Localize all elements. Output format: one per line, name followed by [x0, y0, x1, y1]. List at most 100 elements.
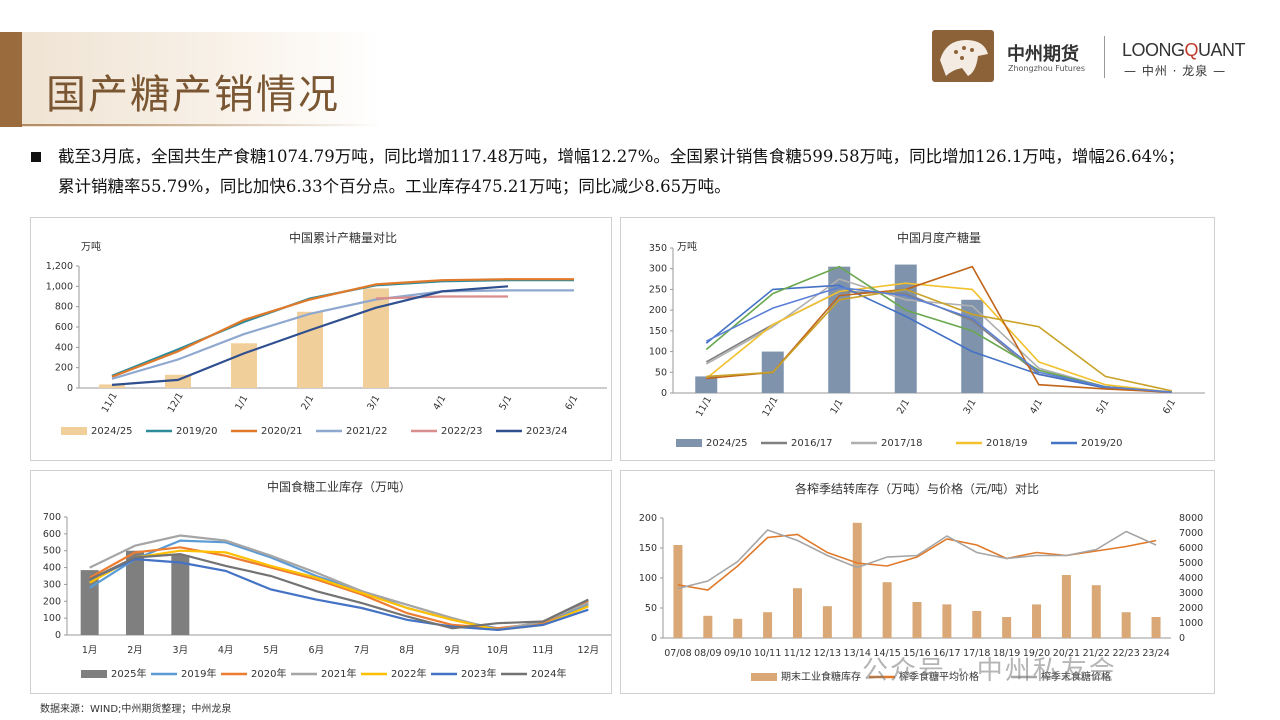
bar-期末工业食糖库存 — [1091, 585, 1101, 638]
series-line-2020年 — [89, 546, 589, 630]
x-tick-label: 23/24 — [1142, 648, 1169, 659]
bar-2025年 — [126, 550, 144, 635]
x-tick-label: 9月 — [445, 645, 461, 656]
y-tick-label: 800 — [55, 302, 73, 313]
bar-期末工业食糖库存 — [882, 582, 892, 638]
y2-tick-label: 3000 — [1179, 588, 1203, 599]
x-tick-label: 10月 — [487, 645, 509, 656]
bar-期末工业食糖库存 — [1061, 575, 1071, 638]
legend-label: 榨季食糖平均价格 — [899, 670, 979, 683]
x-tick-label: 1/1 — [828, 397, 845, 416]
y-tick-label: 100 — [639, 573, 657, 584]
legend-swatch — [81, 670, 107, 678]
legend-label: 2016/17 — [791, 438, 833, 449]
x-tick-label: 6月 — [309, 645, 325, 656]
x-tick-label: 6/1 — [1161, 397, 1178, 416]
bar-期末工业食糖库存 — [972, 611, 982, 638]
loongquant-logo: LOONGQUANT — [1122, 40, 1246, 61]
legend-swatch — [751, 673, 777, 681]
legend-label: 2023/24 — [526, 426, 568, 437]
chart-carryover-vs-price: 各榨季结转库存（万吨）与价格（元/吨）对比0501001502000100020… — [639, 481, 1203, 683]
series-line-2022年 — [89, 549, 589, 632]
x-tick-label: 19/20 — [1023, 648, 1050, 659]
chart-title: 各榨季结转库存（万吨）与价格（元/吨）对比 — [795, 481, 1039, 496]
page-title: 国产糖产销情况 — [46, 72, 340, 118]
series-line-2021/22 — [111, 289, 574, 380]
x-tick-label: 15/16 — [903, 648, 930, 659]
y-tick-label: 300 — [43, 579, 61, 590]
series-line-榨季食糖平均价格 — [677, 533, 1157, 591]
x-tick-label: 6/1 — [563, 393, 580, 412]
summary-text: 截至3月底，全国共生产食糖1074.79万吨，同比增加117.48万吨，增幅12… — [58, 147, 1185, 196]
legend-label: 2019/20 — [176, 426, 218, 437]
y-tick-label: 50 — [645, 603, 657, 614]
series-line-2020/21 — [111, 278, 574, 378]
y-axis-unit: 万吨 — [81, 240, 101, 253]
legend-label: 2021年 — [321, 667, 356, 680]
title-accent-bar — [0, 32, 22, 127]
x-tick-label: 4/1 — [1028, 397, 1045, 416]
legend-label: 2023年 — [461, 667, 496, 680]
x-tick-label: 12/13 — [814, 648, 841, 659]
x-tick-label: 2/1 — [895, 397, 912, 416]
x-tick-label: 08/09 — [694, 648, 721, 659]
bar-期末工业食糖库存 — [763, 612, 773, 638]
x-tick-label: 8月 — [399, 645, 415, 656]
chart-panel-monthly: 中国月度产糖量 万吨 0 50 100 150 200 250 300 350 11/1 12/1 1/… — [620, 217, 1215, 461]
bar-期末工业食糖库存 — [822, 606, 832, 638]
title-underline — [22, 124, 382, 126]
bar-期末工业食糖库存 — [703, 615, 713, 638]
watermark-text: 公众号 · 中州私友会 — [862, 656, 1117, 686]
y2-tick-label: 4000 — [1179, 573, 1203, 584]
y2-tick-label: 1000 — [1179, 618, 1203, 629]
y-tick-label: 1,000 — [46, 281, 73, 292]
y-tick-label: 0 — [651, 633, 657, 644]
bullet-square — [31, 152, 41, 162]
bar-期末工业食糖库存 — [792, 588, 802, 638]
chart-panel-inventory: 中国食糖工业库存（万吨） 0 100 200 300 400 500 600 700 1月 2月 3月… — [30, 470, 612, 694]
x-tick-label: 11月 — [532, 645, 554, 656]
y2-tick-label: 6000 — [1179, 543, 1203, 554]
y-tick-label: 100 — [649, 347, 667, 358]
x-tick-label: 4月 — [218, 645, 234, 656]
loongquant-subtitle: — 中州 · 龙泉 — — [1124, 64, 1227, 78]
y-tick-label: 600 — [55, 322, 73, 333]
x-tick-label: 5/1 — [497, 393, 514, 412]
series-line-2023/24 — [111, 285, 509, 386]
bar-期末工业食糖库存 — [1121, 612, 1131, 638]
x-tick-label: 13/14 — [844, 648, 871, 659]
logo-chinese-name: 中州期货 — [1007, 44, 1079, 65]
y-tick-label: 200 — [55, 363, 73, 374]
bar-期末工业食糖库存 — [852, 522, 862, 638]
title-band — [22, 32, 382, 127]
x-tick-label: 3/1 — [961, 397, 978, 416]
y-tick-label: 200 — [639, 513, 657, 524]
y2-tick-label: 8000 — [1179, 513, 1203, 524]
series-line-2018/19 — [705, 282, 1172, 393]
bar-期末工业食糖库存 — [733, 618, 743, 638]
y-tick-label: 200 — [43, 596, 61, 607]
y-tick-label: 200 — [649, 305, 667, 316]
legend-label: 2019年 — [181, 667, 216, 680]
y2-tick-label: 2000 — [1179, 603, 1203, 614]
legend-label: 榨季末食糖价格 — [1041, 670, 1111, 683]
x-tick-label: 12/1 — [760, 395, 780, 419]
bar-2024/25 — [695, 376, 718, 393]
chart-panel-cumulative: 中国累计产糖量对比 万吨 0 200 400 600 800 1,000 1,200 11/1 12… — [30, 217, 612, 461]
y2-tick-label: 0 — [1179, 633, 1185, 644]
y-tick-label: 150 — [639, 543, 657, 554]
y-tick-label: 150 — [649, 326, 667, 337]
bar-2025年 — [171, 554, 190, 635]
bar-期末工业食糖库存 — [673, 545, 683, 638]
series-line-unlabeled-7 — [705, 286, 1172, 393]
y2-tick-label: 7000 — [1179, 528, 1203, 539]
legend-label: 2024年 — [531, 667, 566, 680]
bar-2024/25 — [297, 311, 323, 388]
y-tick-label: 300 — [649, 264, 667, 275]
y-tick-label: 400 — [55, 342, 73, 353]
bar-期末工业食糖库存 — [1002, 617, 1012, 638]
lq-q: Q — [1184, 40, 1199, 60]
x-tick-label: 2月 — [127, 645, 143, 656]
